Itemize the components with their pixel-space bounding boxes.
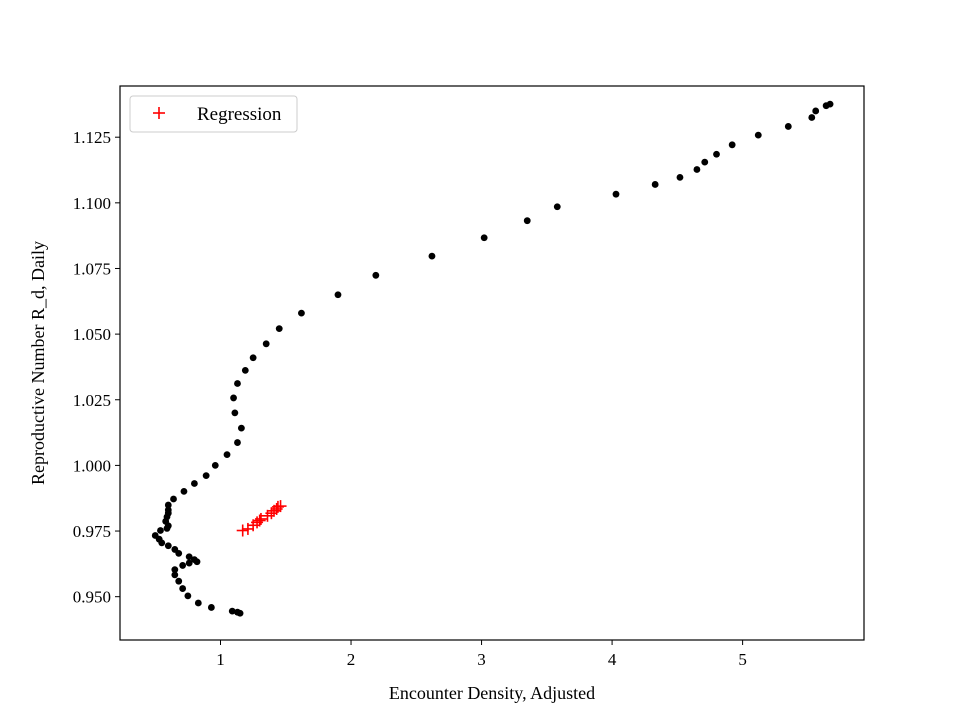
data-point	[191, 480, 198, 487]
data-point	[223, 451, 231, 459]
data-point	[372, 271, 380, 279]
regression-point	[254, 512, 267, 525]
y-tick-label: 1.050	[73, 325, 111, 344]
data-point	[234, 439, 241, 446]
data-point	[808, 114, 816, 121]
data-point	[612, 190, 620, 198]
y-tick-label: 1.025	[73, 391, 111, 410]
data-point	[523, 217, 531, 225]
data-point	[185, 553, 193, 561]
data-point	[713, 150, 720, 158]
data-point	[230, 394, 237, 402]
data-point	[175, 577, 183, 585]
y-tick-label: 1.075	[73, 259, 111, 278]
y-tick-label: 0.975	[73, 522, 111, 541]
legend-label-regression: Regression	[197, 104, 282, 125]
y-axis: 0.950 0.975 1.000 1.025 1.050 1.075 1.100 1.125	[73, 128, 120, 607]
data-point	[184, 592, 192, 600]
data-point	[231, 409, 239, 417]
x-tick-label: 4	[608, 650, 617, 669]
legend-marker-regression	[153, 107, 165, 119]
legend: Regression	[129, 95, 298, 133]
y-tick-label: 1.100	[73, 194, 111, 213]
data-point	[262, 340, 270, 348]
regression-point	[253, 514, 266, 527]
data-point	[194, 599, 202, 607]
data-point	[428, 252, 436, 260]
data-point	[553, 203, 561, 211]
x-tick-label: 3	[477, 650, 486, 669]
y-tick-label: 1.125	[73, 128, 111, 147]
data-point	[171, 571, 179, 579]
data-point	[812, 107, 820, 115]
regression-point	[274, 500, 287, 513]
data-point	[651, 181, 659, 188]
data-point	[480, 234, 488, 242]
y-tick-label: 1.000	[73, 456, 111, 475]
plot-frame	[119, 85, 865, 641]
x-axis-label: Encounter Density, Adjusted	[389, 683, 595, 703]
data-point	[693, 166, 701, 173]
x-tick-label: 1	[216, 650, 225, 669]
data-point	[334, 291, 342, 299]
data-point	[236, 609, 244, 617]
data-point	[193, 558, 201, 566]
y-tick-label: 0.950	[73, 588, 111, 607]
data-point	[211, 461, 219, 469]
data-point	[179, 585, 187, 592]
data-point	[234, 380, 241, 387]
regression-point	[236, 524, 249, 537]
data-point	[185, 559, 193, 567]
data-point	[171, 566, 179, 574]
data-point	[676, 173, 684, 181]
data-point	[158, 539, 166, 547]
data-point	[701, 158, 709, 166]
data-point	[241, 366, 249, 374]
y-axis-label: Reproductive Number R_d, Daily	[28, 241, 48, 485]
data-point	[157, 527, 164, 534]
data-point	[237, 424, 245, 432]
data-point	[249, 354, 257, 362]
data-point	[275, 325, 283, 333]
legend-box	[129, 95, 298, 133]
x-tick-label: 2	[347, 650, 356, 669]
data-point	[784, 123, 792, 130]
data-point	[298, 309, 305, 317]
x-axis: 1 2 3 4 5	[216, 640, 747, 669]
x-tick-label: 5	[738, 650, 747, 669]
data-point	[228, 607, 236, 615]
data-point	[179, 562, 187, 569]
data-point	[728, 141, 736, 149]
data-point	[822, 102, 830, 110]
data-point	[175, 549, 183, 557]
data-point	[164, 501, 172, 509]
data-point	[164, 542, 172, 550]
regression-layer	[236, 500, 287, 537]
data-point	[163, 525, 171, 532]
data-point	[202, 472, 210, 480]
data-point	[754, 131, 762, 139]
dots-layer	[151, 100, 834, 617]
data-point	[207, 604, 215, 611]
data-point	[180, 487, 188, 495]
data-point	[170, 495, 177, 503]
